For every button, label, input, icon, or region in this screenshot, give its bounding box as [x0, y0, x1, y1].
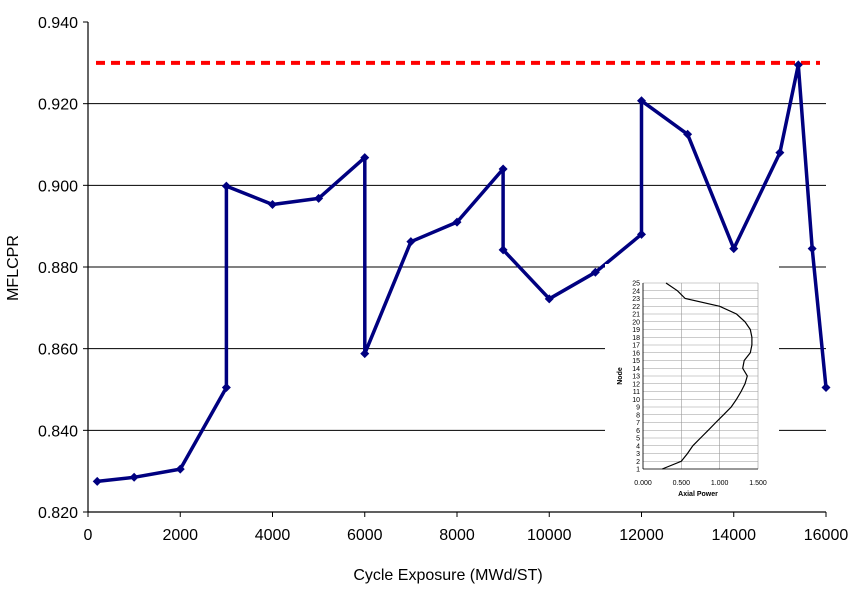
inset-y-tick-label: 16	[632, 350, 640, 357]
inset-y-tick-label: 3	[636, 451, 640, 458]
data-point	[807, 244, 817, 254]
y-tick-label: 0.820	[38, 505, 78, 522]
inset-y-tick-label: 7	[636, 420, 640, 427]
inset-y-tick-label: 13	[632, 374, 640, 381]
data-point	[775, 148, 785, 158]
x-tick-label: 4000	[255, 527, 291, 544]
data-point	[637, 96, 646, 106]
data-point	[498, 245, 508, 255]
data-point	[314, 193, 324, 203]
data-point	[729, 244, 739, 254]
inset-y-tick-label: 19	[632, 327, 640, 334]
inset-y-tick-label: 1	[636, 467, 640, 474]
inset-y-tick-label: 10	[632, 397, 640, 404]
y-tick-labels: 0.820 0.840 0.860 0.880 0.900 0.920 0.940	[38, 15, 78, 522]
data-point	[360, 153, 370, 163]
y-tick-label: 0.840	[38, 423, 78, 440]
main-series	[92, 60, 831, 486]
inset-y-tick-label: 6	[636, 428, 640, 435]
data-point	[175, 464, 185, 474]
data-point	[683, 129, 693, 139]
data-point	[268, 200, 277, 210]
x-tick-label: 10000	[527, 527, 572, 544]
inset-y-tick-label: 4	[636, 443, 640, 450]
y-tick-label: 0.860	[38, 342, 78, 359]
inset-y-tick-label: 24	[632, 288, 640, 295]
main-axes	[83, 21, 827, 517]
inset-y-tick-label: 12	[632, 381, 640, 388]
inset-y-tick-label: 20	[632, 319, 640, 326]
inset-y-tick-label: 21	[632, 312, 640, 319]
data-point	[221, 382, 231, 392]
inset-y-tick-label: 9	[636, 405, 640, 412]
data-point	[406, 237, 416, 247]
inset-y-tick-label: 14	[632, 366, 640, 373]
x-tick-label: 6000	[347, 527, 383, 544]
data-point	[793, 60, 803, 70]
inset-y-tick-label: 17	[632, 343, 640, 350]
y-tick-label: 0.880	[38, 260, 78, 277]
x-tick-label: 8000	[439, 527, 475, 544]
inset-y-tick-label: 25	[632, 281, 640, 288]
inset-x-tick-label: 0.000	[634, 480, 652, 487]
data-point	[821, 382, 831, 392]
data-point	[452, 217, 462, 227]
x-tick-label: 0	[84, 527, 93, 544]
x-tick-labels: 0 2000 4000 6000 8000 10000 12000 14000 16000	[84, 527, 849, 544]
data-point	[590, 267, 600, 277]
inset-y-axis-title: Node	[617, 367, 624, 385]
data-point	[498, 164, 508, 174]
data-point	[360, 349, 370, 359]
data-point	[221, 181, 231, 191]
inset-x-tick-labels: 0.000 0.500 1.000 1.500	[634, 480, 767, 487]
y-tick-label: 0.920	[38, 97, 78, 114]
x-tick-label: 16000	[804, 527, 849, 544]
inset-y-tick-label: 5	[636, 436, 640, 443]
y-tick-label: 0.940	[38, 15, 78, 32]
inset-axes	[642, 283, 758, 470]
inset-y-tick-label: 18	[632, 335, 640, 342]
data-point	[637, 229, 646, 239]
inset-y-tick-label: 8	[636, 412, 640, 419]
inset-y-tick-label: 15	[632, 358, 640, 365]
data-point	[129, 472, 139, 482]
data-point	[92, 476, 102, 486]
inset-x-axis-title: Axial Power	[678, 491, 718, 498]
inset-x-tick-label: 1.000	[711, 480, 729, 487]
inset-x-tick-label: 0.500	[673, 480, 691, 487]
x-tick-label: 2000	[162, 527, 198, 544]
inset-series-line	[661, 282, 753, 470]
y-axis-title: MFLCPR	[5, 235, 22, 301]
inset-y-tick-label: 23	[632, 296, 640, 303]
inset-y-tick-label: 2	[636, 459, 640, 466]
x-axis-title: Cycle Exposure (MWd/ST)	[353, 567, 542, 584]
x-tick-label: 14000	[712, 527, 757, 544]
inset-series	[661, 282, 753, 470]
inset-y-tick-labels: 1234567891011121314151617181920212223242…	[632, 281, 640, 474]
data-point	[544, 294, 554, 304]
x-tick-label: 12000	[619, 527, 664, 544]
y-tick-label: 0.900	[38, 178, 78, 195]
inset-x-tick-label: 1.500	[749, 480, 767, 487]
axial-power-inset: 1234567891011121314151617181920212223242…	[605, 264, 779, 504]
inset-y-tick-label: 22	[632, 304, 640, 311]
inset-y-tick-label: 11	[633, 389, 640, 396]
